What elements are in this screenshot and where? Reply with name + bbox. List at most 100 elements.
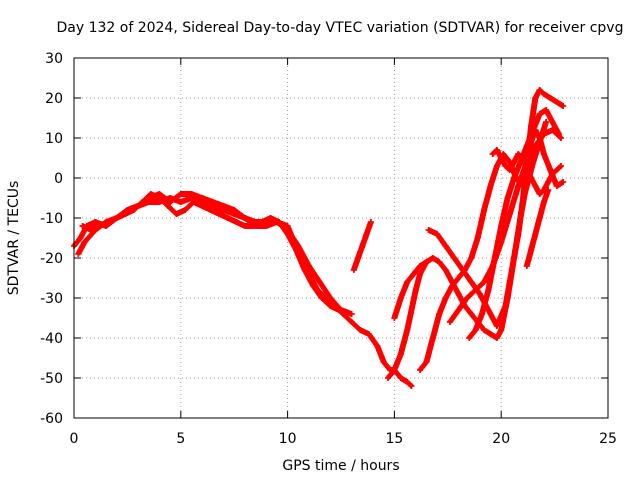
data-point — [560, 179, 567, 185]
plot-frame — [73, 57, 609, 419]
data-point — [549, 171, 556, 177]
axis-ticks: 0 5 10 15 20 25 -60 -50 -40 -30 -20 -10 0 10 20 30 — [40, 51, 617, 447]
data-point — [355, 255, 362, 261]
data-point — [543, 107, 550, 113]
data-point — [536, 111, 543, 117]
data-point — [493, 335, 500, 341]
data-point — [316, 279, 323, 285]
x-tick-label: 10 — [279, 431, 297, 447]
data-point — [506, 167, 513, 173]
data-point — [417, 263, 424, 269]
y-tick-label: -10 — [40, 211, 63, 227]
y-tick-label: -20 — [40, 251, 63, 267]
data-point — [540, 199, 547, 205]
data-point — [515, 151, 522, 157]
data-point — [506, 211, 513, 217]
data-point — [498, 327, 505, 333]
data-point — [231, 211, 238, 217]
data-point — [519, 199, 526, 205]
data-point — [147, 191, 154, 197]
data-point — [397, 295, 404, 301]
data-point — [293, 247, 300, 253]
y-axis-label: SDTVAR / TECUs — [6, 181, 22, 296]
data-point — [532, 143, 539, 149]
data-point — [491, 255, 498, 261]
data-point — [528, 175, 535, 181]
data-point — [508, 267, 515, 273]
data-point — [417, 367, 424, 373]
data-point — [532, 183, 539, 189]
data-point — [130, 207, 137, 213]
data-point — [310, 283, 317, 289]
data-point — [301, 267, 308, 273]
data-point — [404, 279, 411, 285]
data-point — [455, 307, 462, 313]
data-point — [560, 103, 567, 109]
data-point — [276, 219, 283, 225]
data-point — [391, 315, 398, 321]
data-point — [423, 259, 430, 265]
data-point — [532, 95, 539, 101]
data-point — [145, 199, 152, 205]
data-point — [404, 379, 411, 385]
data-point — [485, 287, 492, 293]
data-point — [543, 119, 550, 125]
data-point — [545, 187, 552, 193]
data-point — [504, 195, 511, 201]
data-point — [250, 223, 257, 229]
data-point — [75, 251, 82, 257]
data-point — [498, 155, 505, 161]
y-tick-label: -50 — [40, 371, 63, 387]
data-point — [485, 307, 492, 313]
data-point — [408, 307, 415, 313]
data-point — [173, 211, 180, 217]
data-point — [77, 235, 84, 241]
data-point — [493, 323, 500, 329]
data-point — [481, 279, 488, 285]
data-point — [478, 311, 485, 317]
data-point — [267, 215, 274, 221]
data-point — [536, 215, 543, 221]
data-point — [455, 291, 462, 297]
data-point — [487, 183, 494, 189]
data-point — [530, 127, 537, 133]
data-point — [327, 303, 334, 309]
data-point — [555, 131, 562, 137]
grid-lines — [74, 58, 608, 418]
data-point — [425, 227, 432, 233]
data-point — [81, 239, 88, 245]
data-point — [397, 351, 404, 357]
data-point — [498, 223, 505, 229]
data-point — [455, 275, 462, 281]
data-point — [511, 175, 518, 181]
data-point — [327, 295, 334, 301]
data-point — [188, 195, 195, 201]
data-point — [493, 147, 500, 153]
data-point — [515, 183, 522, 189]
data-point — [558, 135, 565, 141]
data-point — [553, 183, 560, 189]
data-point — [553, 99, 560, 105]
data-point — [305, 263, 312, 269]
data-point — [466, 335, 473, 341]
data-point — [156, 195, 163, 201]
y-tick-label: -40 — [40, 331, 63, 347]
data-point — [536, 191, 543, 197]
data-point — [113, 215, 120, 221]
data-point — [481, 327, 488, 333]
data-point — [233, 219, 240, 225]
series-track-11 — [489, 147, 565, 197]
data-point — [224, 215, 231, 221]
data-point — [410, 271, 417, 277]
data-point — [199, 203, 206, 209]
data-point — [384, 375, 391, 381]
data-point — [436, 311, 443, 317]
data-point — [258, 219, 265, 225]
data-point — [182, 207, 189, 213]
data-point — [164, 203, 171, 209]
series-track-12 — [523, 187, 552, 269]
data-point — [207, 207, 214, 213]
data-point — [451, 255, 458, 261]
data-point — [468, 311, 475, 317]
